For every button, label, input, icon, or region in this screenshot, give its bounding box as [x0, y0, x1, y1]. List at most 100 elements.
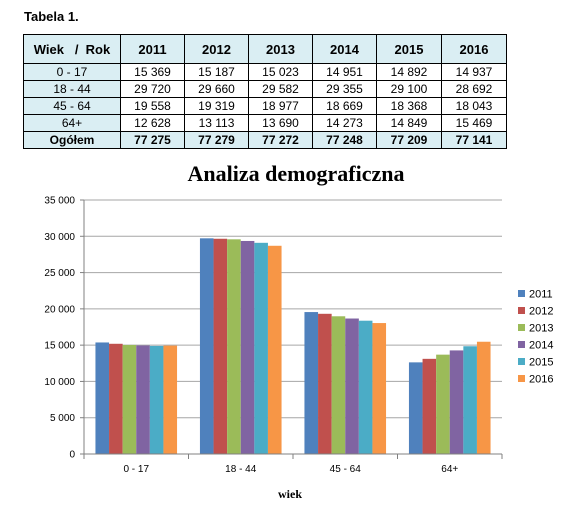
legend-swatch: [518, 358, 525, 365]
bar: [408, 362, 423, 454]
header-year: 2011: [120, 34, 185, 64]
table-row: 64+ 12 628 13 113 13 690 14 273 14 849 1…: [23, 114, 507, 132]
row-label: 0 - 17: [23, 63, 121, 81]
table-cell: 14 273: [312, 114, 377, 132]
data-table: Wiek / Rok 2011 2012 2013 2014 2015 2016…: [23, 34, 507, 149]
table-total-row: Ogółem 77 275 77 279 77 272 77 248 77 20…: [23, 131, 507, 149]
axes: [80, 199, 503, 459]
y-tick-label: 30 000: [44, 232, 75, 243]
bar: [227, 239, 241, 454]
table-cell: 18 669: [312, 97, 377, 115]
total-cell: 77 272: [248, 131, 313, 149]
bar: [331, 316, 346, 454]
bar: [240, 240, 255, 454]
y-tick-label: 5 000: [50, 413, 75, 424]
bar: [149, 345, 164, 454]
row-label: 18 - 44: [23, 80, 121, 98]
bar: [345, 318, 359, 454]
bars-group: [95, 238, 491, 454]
table-cell: 13 113: [184, 114, 249, 132]
table-cell: 29 660: [184, 80, 249, 98]
table-cell: 14 951: [312, 63, 377, 81]
bar: [304, 312, 319, 454]
table-cell: 14 892: [376, 63, 442, 81]
bar: [318, 313, 332, 454]
header-corner: Wiek / Rok: [23, 34, 121, 64]
y-tick-label: 20 000: [44, 304, 75, 315]
bar: [267, 245, 282, 454]
bar: [449, 350, 464, 454]
bar: [136, 345, 150, 454]
table-cell: 13 690: [248, 114, 313, 132]
y-tick-label: 35 000: [44, 196, 75, 207]
x-tick-labels: 0 - 17 18 - 44 45 - 64 64+: [123, 464, 458, 475]
y-tick-label: 0: [69, 450, 75, 461]
bar: [422, 358, 437, 454]
row-label: 45 - 64: [23, 97, 121, 115]
y-tick-labels: 0 5 000 10 000 15 000 20 000 25 000 30 000 35 0…: [44, 196, 75, 461]
table-cell: 19 558: [120, 97, 185, 115]
header-year: 2013: [248, 34, 313, 64]
y-tick-label: 25 000: [44, 268, 75, 279]
legend-label: 2013: [529, 323, 553, 335]
table-cell: 18 977: [248, 97, 313, 115]
legend-label: 2016: [529, 374, 553, 386]
table-cell: 12 628: [120, 114, 185, 132]
table-cell: 29 100: [376, 80, 442, 98]
table-cell: 15 023: [248, 63, 313, 81]
total-label: Ogółem: [23, 131, 121, 149]
bar-chart: Analiza demograficzna 0 5 000 10 000 15 000…: [44, 161, 553, 501]
total-cell: 77 248: [312, 131, 377, 149]
bar: [163, 345, 178, 454]
legend-swatch: [518, 324, 525, 331]
total-cell: 77 279: [184, 131, 249, 149]
header-year: 2014: [312, 34, 377, 64]
table-cell: 19 319: [184, 97, 249, 115]
legend-swatch: [518, 375, 525, 382]
table-cell: 29 355: [312, 80, 377, 98]
total-cell: 77 141: [441, 131, 507, 149]
x-tick-label: 0 - 17: [123, 464, 149, 475]
bar: [372, 323, 387, 454]
bar: [254, 242, 268, 454]
bar: [358, 320, 373, 454]
bar: [122, 344, 137, 454]
table-cell: 28 692: [441, 80, 507, 98]
table-cell: 14 937: [441, 63, 507, 81]
bar: [436, 354, 450, 454]
legend-swatch: [518, 290, 525, 297]
legend-swatch: [518, 341, 525, 348]
table-cell: 29 582: [248, 80, 313, 98]
legend: 2011 2012 2013 2014 2015 2016: [518, 289, 553, 386]
table-row: 18 - 44 29 720 29 660 29 582 29 355 29 1…: [23, 80, 507, 98]
bar: [463, 346, 477, 454]
table-cell: 29 720: [120, 80, 185, 98]
legend-label: 2014: [529, 340, 553, 352]
header-year: 2012: [184, 34, 249, 64]
legend-label: 2012: [529, 306, 553, 318]
table-cell: 14 849: [376, 114, 442, 132]
x-axis-label: wiek: [278, 487, 302, 501]
x-tick-label: 45 - 64: [330, 464, 362, 475]
y-tick-label: 10 000: [44, 377, 75, 388]
legend-label: 2015: [529, 357, 553, 369]
table-cell: 15 469: [441, 114, 507, 132]
legend-label: 2011: [529, 289, 553, 301]
table-cell: 18 043: [441, 97, 507, 115]
row-label: 64+: [23, 114, 121, 132]
table-row: 45 - 64 19 558 19 319 18 977 18 669 18 3…: [23, 97, 507, 115]
y-tick-label: 15 000: [44, 341, 75, 352]
total-cell: 77 275: [120, 131, 185, 149]
table-cell: 18 368: [376, 97, 442, 115]
bar: [476, 341, 491, 454]
bar: [95, 342, 110, 454]
x-tick-label: 64+: [441, 464, 458, 475]
table-cell: 15 187: [184, 63, 249, 81]
table-caption: Tabela 1.: [24, 9, 79, 24]
legend-swatch: [518, 307, 525, 314]
bar: [213, 238, 228, 454]
bar: [199, 238, 214, 454]
header-year: 2016: [441, 34, 507, 64]
table-header-row: Wiek / Rok 2011 2012 2013 2014 2015 2016: [23, 34, 507, 64]
table-row: 0 - 17 15 369 15 187 15 023 14 951 14 89…: [23, 63, 507, 81]
